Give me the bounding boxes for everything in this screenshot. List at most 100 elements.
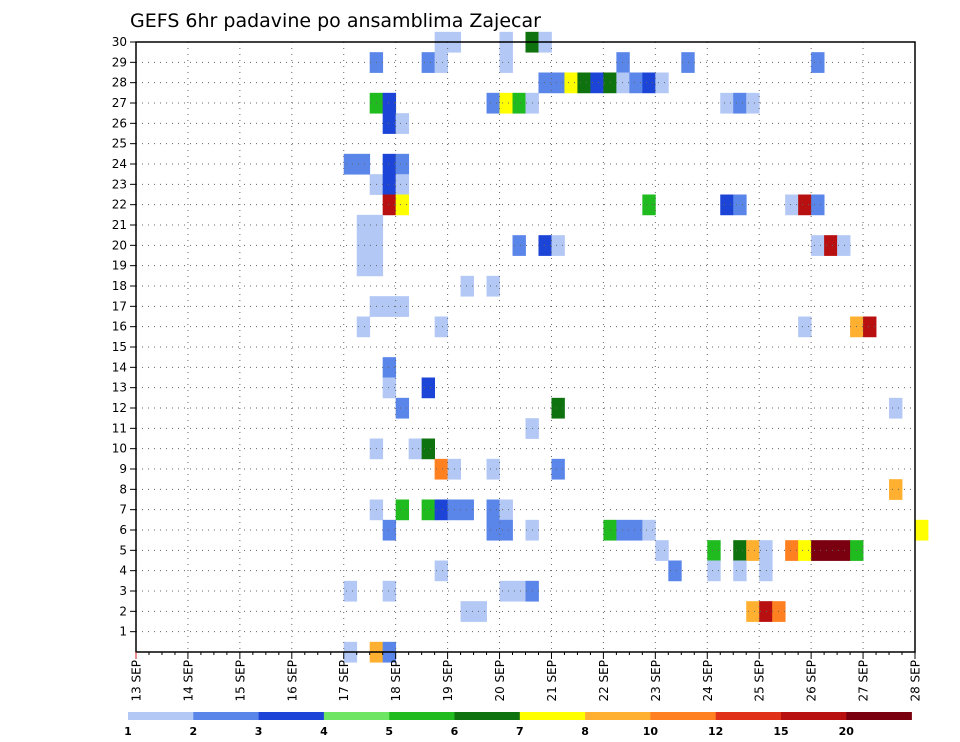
heatmap-cell	[889, 397, 903, 419]
y-tick-label: 10	[112, 442, 127, 456]
heatmap-cell	[798, 194, 812, 216]
y-tick-label: 14	[112, 360, 127, 374]
heatmap-cell	[499, 499, 513, 521]
heatmap-cell	[343, 580, 358, 602]
heatmap-cell	[395, 296, 410, 317]
heatmap-cell	[460, 601, 474, 622]
heatmap-cell	[395, 499, 410, 521]
x-tick-label: 17 SEP	[337, 660, 351, 702]
heatmap-cell	[577, 72, 591, 94]
x-tick-label: 20 SEP	[493, 660, 507, 702]
heatmap-cell	[395, 113, 410, 134]
heatmap-cell	[629, 519, 643, 541]
heatmap-cell	[915, 519, 929, 541]
heatmap-cell	[356, 214, 371, 236]
heatmap-cell	[486, 458, 500, 480]
legend-swatch	[323, 712, 390, 720]
y-tick-label: 13	[112, 381, 127, 395]
heatmap-cell	[408, 438, 423, 460]
heatmap-cell	[460, 499, 474, 521]
heatmap-cell	[551, 72, 565, 94]
x-tick-label: 14 SEP	[181, 660, 195, 702]
heatmap-cell	[382, 194, 397, 216]
legend-label: 5	[385, 725, 393, 738]
heatmap-cell	[460, 275, 474, 297]
heatmap-cell	[421, 52, 436, 73]
heatmap-cell	[655, 540, 669, 561]
heatmap-cell	[382, 296, 397, 317]
y-tick-label: 16	[112, 320, 127, 334]
heatmap-cell	[382, 519, 397, 541]
heatmap-cell	[434, 316, 448, 338]
heatmap-cell	[538, 235, 552, 256]
legend-label: 3	[255, 725, 263, 738]
legend-swatch	[585, 712, 651, 720]
y-axis-ticks: 1234567891011121314151617181920212223242…	[112, 35, 136, 639]
x-axis-ticks: 13 SEP 14 SEP 15 SEP 16 SEP 17 SEP 18 SEP 19 S…	[130, 652, 923, 702]
heatmap-cell	[395, 153, 410, 175]
heatmap-cell	[759, 540, 773, 561]
heatmap-cell	[616, 72, 630, 94]
legend-label: 10	[643, 725, 659, 738]
heatmap-cell	[564, 72, 578, 94]
legend-swatch	[846, 712, 912, 720]
legend-label: 4	[320, 725, 328, 738]
x-tick-label: 26 SEP	[805, 660, 819, 702]
y-tick-label: 11	[112, 421, 127, 435]
y-tick-label: 22	[112, 198, 127, 212]
y-tick-label: 25	[112, 137, 127, 151]
x-tick-label: 28 SEP	[909, 660, 923, 702]
heatmap-cell	[733, 194, 747, 216]
y-tick-label: 9	[119, 462, 127, 476]
heatmap-cell	[811, 235, 825, 256]
y-tick-label: 28	[112, 76, 127, 90]
y-tick-label: 1	[119, 625, 127, 639]
heatmap-cell	[382, 153, 397, 175]
heatmap-cell	[811, 52, 825, 73]
x-tick-label: 22 SEP	[597, 660, 611, 702]
heatmap-cell	[356, 255, 371, 277]
legend-swatch	[128, 712, 194, 720]
heatmap-cell	[421, 438, 436, 460]
heatmap-cell	[655, 72, 669, 94]
legend-swatch	[258, 712, 325, 720]
heatmap-cell	[720, 194, 734, 216]
heatmap-cell	[707, 560, 721, 582]
heatmap-cell	[551, 397, 565, 419]
y-tick-label: 30	[112, 35, 127, 49]
heatmap-cell	[746, 601, 760, 622]
heatmap-cell	[551, 458, 565, 480]
heatmap-cell	[421, 499, 436, 521]
heatmap-cell	[434, 458, 448, 480]
heatmap-cell	[434, 499, 448, 521]
heatmap-cell	[421, 377, 436, 399]
heatmap-cell	[512, 235, 526, 256]
heatmap-cell	[759, 601, 773, 622]
heatmap-cell	[629, 72, 643, 94]
heatmap-cell	[395, 174, 410, 195]
legend-label: 20	[839, 725, 855, 738]
legend-label: 8	[581, 725, 589, 738]
heatmap-cell	[434, 52, 448, 73]
x-tick-label: 23 SEP	[649, 660, 663, 702]
heatmap-cell	[356, 235, 371, 256]
legend-swatch	[193, 712, 259, 720]
heatmap-cell	[395, 194, 410, 216]
y-tick-label: 5	[119, 543, 127, 557]
heatmap-cell	[551, 235, 565, 256]
heatmap-cell	[499, 52, 513, 73]
y-tick-label: 24	[112, 157, 127, 171]
y-tick-label: 15	[112, 340, 127, 354]
heatmap-cell	[356, 153, 371, 175]
y-tick-label: 29	[112, 55, 127, 69]
x-tick-label: 13 SEP	[130, 660, 144, 702]
x-tick-label: 24 SEP	[701, 660, 715, 702]
heatmap-cell	[538, 72, 552, 94]
heatmap-cell	[824, 540, 838, 561]
legend-label: 2	[189, 725, 197, 738]
heatmap-cell	[811, 540, 825, 561]
heatmap-cell	[733, 540, 747, 561]
heatmap-cell	[382, 377, 397, 399]
heatmap-cell	[382, 113, 397, 134]
